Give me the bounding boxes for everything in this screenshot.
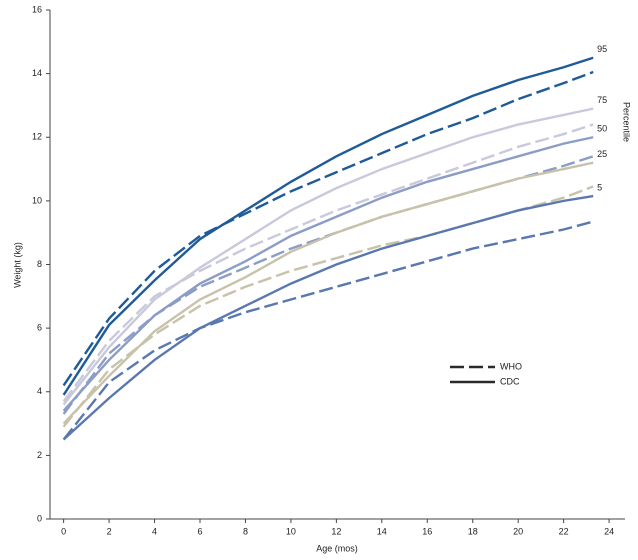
x-tick-label: 10 (286, 526, 296, 536)
y-tick-label: 16 (32, 4, 42, 14)
line-who (62, 155, 594, 415)
x-axis-label: Age (mos) (316, 543, 358, 553)
legend-label: CDC (500, 376, 520, 386)
x-tick-label: 4 (152, 526, 157, 536)
x-tick-label: 20 (513, 526, 523, 536)
x-tick-label: 8 (243, 526, 248, 536)
line-cdc (62, 56, 594, 396)
percentile-label: 75 (597, 95, 607, 105)
line-who (62, 220, 594, 441)
x-tick-label: 18 (468, 526, 478, 536)
percentile-label: 5 (597, 182, 602, 192)
legend-label: WHO (500, 361, 522, 371)
x-tick-label: 6 (197, 526, 202, 536)
percentile-label: 25 (597, 149, 607, 159)
x-tick-label: 0 (61, 526, 66, 536)
y-tick-label: 4 (37, 386, 42, 396)
x-tick-label: 14 (377, 526, 387, 536)
line-cdc (62, 161, 594, 425)
y-axis-label: Weight (kg) (12, 242, 22, 288)
line-cdc (62, 136, 594, 412)
x-tick-label: 24 (604, 526, 614, 536)
y-tick-label: 12 (32, 132, 42, 142)
line-cdc (62, 107, 594, 406)
line-who (62, 70, 594, 387)
percentile-label: 95 (597, 44, 607, 54)
x-tick-label: 12 (331, 526, 341, 536)
percentile-label: 50 (597, 124, 607, 134)
x-tick-label: 2 (107, 526, 112, 536)
line-who (62, 123, 594, 403)
x-tick-label: 16 (422, 526, 432, 536)
y-tick-label: 2 (37, 450, 42, 460)
y-tick-label: 14 (32, 68, 42, 78)
x-tick-label: 22 (559, 526, 569, 536)
y-tick-label: 6 (37, 323, 42, 333)
y-tick-label: 8 (37, 259, 42, 269)
y-tick-label: 10 (32, 195, 42, 205)
line-cdc (62, 194, 594, 441)
y-tick-label: 0 (37, 513, 42, 523)
percentile-title: Percentile (622, 102, 632, 142)
